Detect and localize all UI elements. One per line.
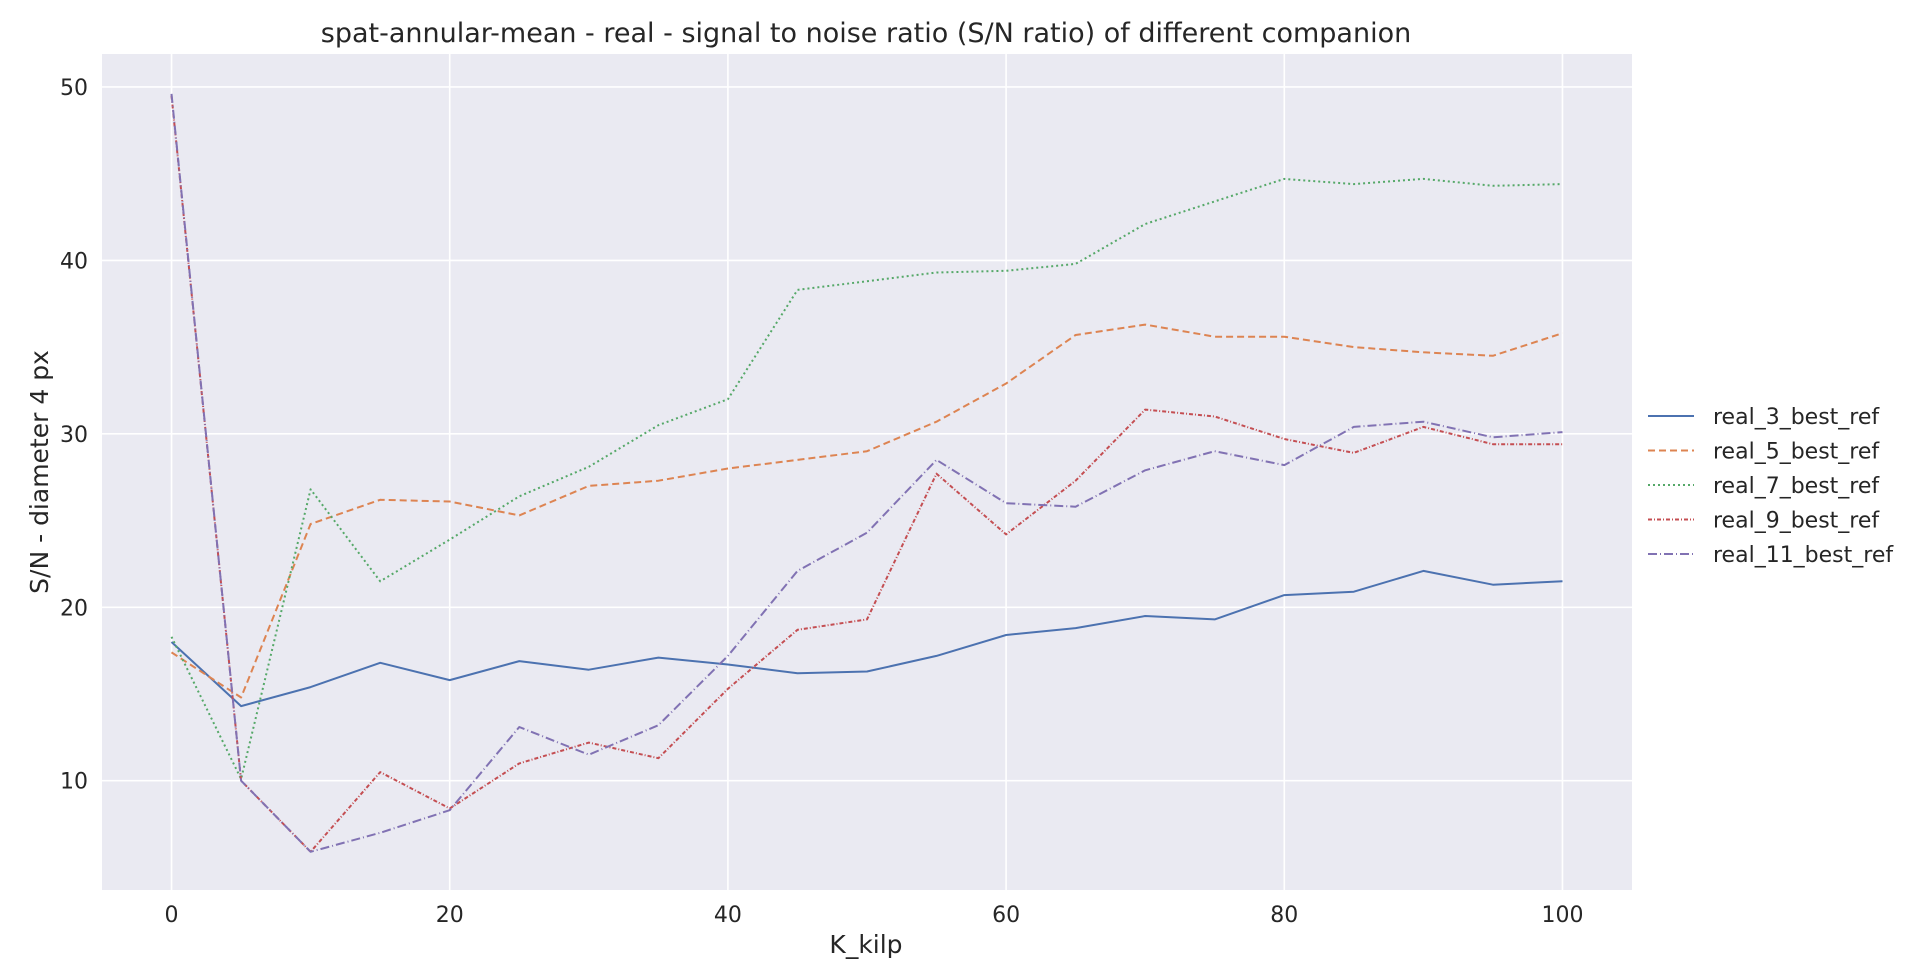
series-lines xyxy=(170,93,1563,853)
series-line-real-5-best-ref xyxy=(170,323,1563,699)
legend-label: real_3_best_ref xyxy=(1713,405,1880,430)
legend-label: real_7_best_ref xyxy=(1713,474,1880,499)
legend-label: real_9_best_ref xyxy=(1713,509,1880,534)
series-line-real-7-best-ref xyxy=(170,177,1563,780)
x-tick-label: 100 xyxy=(1541,903,1583,928)
legend-label: real_11_best_ref xyxy=(1713,543,1894,568)
x-tick-label: 20 xyxy=(436,903,464,928)
legend-label: real_5_best_ref xyxy=(1713,440,1880,465)
chart-title: spat-annular-mean - real - signal to noi… xyxy=(321,18,1411,49)
x-tick-label: 40 xyxy=(714,903,742,928)
y-tick-label: 20 xyxy=(60,596,88,621)
x-tick-label: 80 xyxy=(1270,903,1298,928)
series-line-real-3-best-ref xyxy=(170,569,1563,708)
x-axis-label: K_kilp xyxy=(829,930,902,959)
x-tick-label: 0 xyxy=(165,903,179,928)
y-tick-label: 40 xyxy=(60,249,88,274)
series-line-real-11-best-ref xyxy=(170,93,1563,853)
plot-area xyxy=(102,54,1632,890)
series-line-real-9-best-ref xyxy=(170,95,1563,853)
y-tick-label: 30 xyxy=(60,423,88,448)
y-tick-label: 50 xyxy=(60,76,88,101)
x-tick-label: 60 xyxy=(992,903,1020,928)
legend: real_3_best_ref real_5_best_ref real_7_bes… xyxy=(1648,405,1894,568)
y-tick-label: 10 xyxy=(60,770,88,795)
y-axis-label: S/N - diameter 4 px xyxy=(25,350,54,594)
tick-labels: 0 20 40 60 80 100 10 20 30 40 50 xyxy=(60,76,1583,928)
grid xyxy=(102,54,1632,890)
